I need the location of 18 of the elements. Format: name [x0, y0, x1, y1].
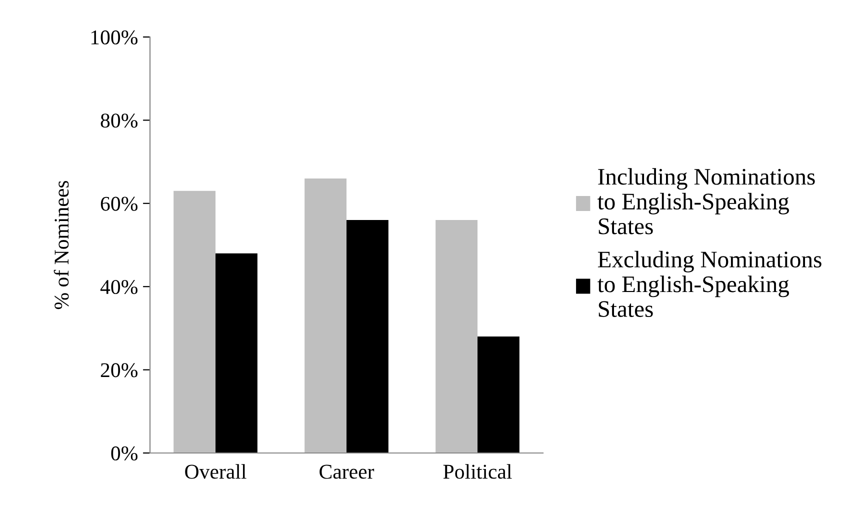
y-tick-label: 20% [100, 363, 138, 378]
x-tick-label: Career [320, 464, 374, 479]
bar [174, 190, 216, 453]
y-tick-label: 0% [111, 446, 138, 460]
legend-label: Excluding Nominations to English-Speaking States [598, 250, 822, 318]
x-tick-label: Overall [185, 464, 246, 479]
bar [304, 178, 346, 453]
bar [216, 253, 258, 453]
y-axis-title: % of Nominees [54, 180, 69, 310]
bar [346, 220, 388, 453]
legend-label: Including Nominations to English-Speaking States [598, 168, 815, 234]
y-tick-label: 60% [100, 196, 138, 211]
bar [436, 220, 478, 453]
y-tick-label: 80% [100, 114, 138, 128]
x-tick-label: Political [443, 464, 512, 479]
bar [478, 336, 520, 453]
y-tick-label: 40% [100, 280, 138, 294]
y-tick-label: 100% [91, 30, 138, 44]
